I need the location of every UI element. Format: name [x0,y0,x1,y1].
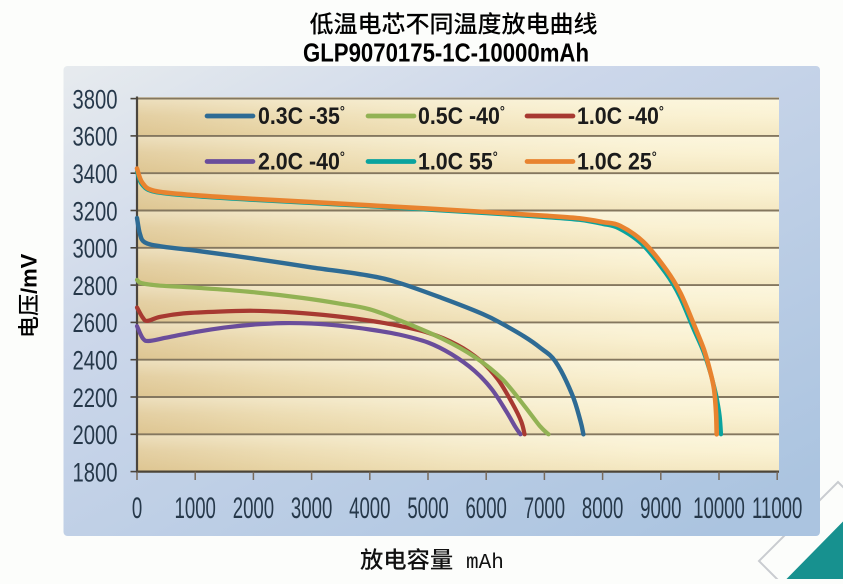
svg-text:3800: 3800 [72,85,117,116]
svg-text:3400: 3400 [72,159,117,190]
svg-text:2400: 2400 [72,346,117,377]
svg-text:2200: 2200 [72,383,117,414]
svg-text:9000: 9000 [640,491,681,525]
svg-text:3000: 3000 [72,234,117,265]
svg-text:1.0C 25°: 1.0C 25° [577,147,657,174]
svg-text:1.0C -40°: 1.0C -40° [577,102,664,129]
svg-text:4000: 4000 [349,491,390,525]
svg-text:1.0C 55°: 1.0C 55° [418,147,498,174]
svg-text:10000: 10000 [693,491,745,525]
svg-text:3600: 3600 [72,122,117,153]
svg-text:5000: 5000 [407,491,448,525]
svg-text:11000: 11000 [752,491,802,525]
svg-text:2600: 2600 [72,308,117,339]
svg-text:1000: 1000 [175,491,216,525]
svg-text:0.3C -35°: 0.3C -35° [258,102,345,129]
svg-text:mAh: mAh [466,552,504,575]
svg-text:2000: 2000 [233,491,274,525]
svg-text:1800: 1800 [72,458,117,489]
svg-text:8000: 8000 [582,491,623,525]
svg-text:6000: 6000 [466,491,507,525]
svg-text:7000: 7000 [524,491,565,525]
svg-text:3000: 3000 [291,491,332,525]
svg-text:0.5C -40°: 0.5C -40° [418,102,505,129]
svg-text:GLP9070175-1C-10000mAh: GLP9070175-1C-10000mAh [303,39,589,68]
svg-text:2.0C -40°: 2.0C -40° [258,147,345,174]
svg-text:0: 0 [132,491,142,525]
svg-text:2000: 2000 [72,420,117,451]
svg-text:3200: 3200 [72,197,117,228]
svg-text:2800: 2800 [72,271,117,302]
svg-text:/mV: /mV [17,253,42,294]
